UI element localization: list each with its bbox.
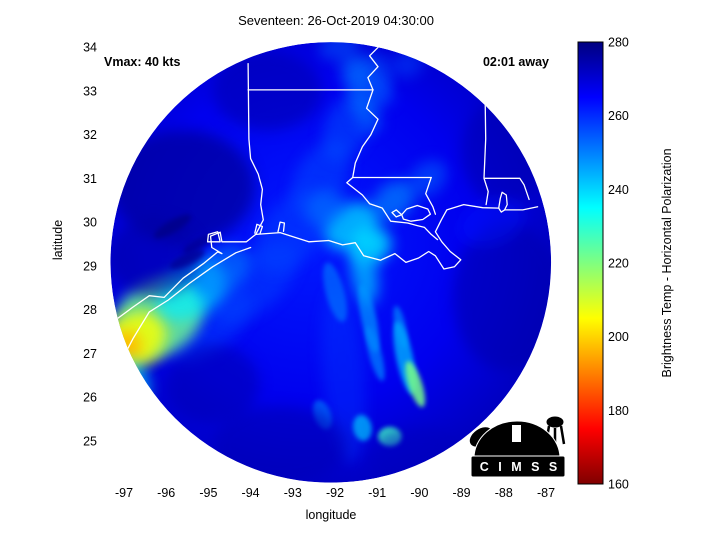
x-tick-label: -88	[495, 486, 513, 500]
x-tick-label: -87	[537, 486, 555, 500]
swath-heatmap	[110, 42, 552, 483]
y-tick-label: 25	[83, 435, 97, 449]
colorbar-tick-label: 180	[608, 404, 629, 418]
cimss-logo: C I M S S	[468, 415, 566, 478]
swath-feature	[350, 244, 379, 305]
swath-feature	[153, 214, 192, 239]
swath-feature	[365, 325, 385, 382]
coastlines	[110, 42, 539, 483]
colorbar-tick-label: 220	[608, 257, 629, 271]
swath-feature	[323, 262, 347, 322]
coastline-al-fl-border	[484, 177, 530, 201]
coastline-galveston-bay	[206, 231, 221, 243]
colorbar-label: Brightness Temp - Horizontal Polarizatio…	[660, 148, 674, 377]
coastline-gulf-coast	[110, 203, 539, 483]
y-tick-label: 32	[83, 128, 97, 142]
swath-feature	[368, 427, 470, 483]
swath-feature	[405, 361, 426, 408]
coastline-pearl-river	[425, 176, 437, 215]
y-tick-label: 28	[83, 303, 97, 317]
swath-feature	[318, 42, 361, 61]
x-tick-label: -93	[284, 486, 302, 500]
swath-feature	[192, 244, 250, 296]
colorbar-gradient-bar	[577, 41, 604, 485]
colorbar-tick-label: 260	[608, 109, 629, 123]
y-tick-label: 30	[83, 216, 97, 230]
swath-feature	[340, 54, 372, 93]
swath-feature	[352, 414, 372, 441]
swath-feature	[182, 234, 213, 254]
x-tick-label: -95	[199, 486, 217, 500]
coastline-ms-al-border	[483, 72, 489, 206]
x-tick-label: -94	[242, 486, 260, 500]
swath-feature	[306, 190, 347, 228]
x-tick-label: -92	[326, 486, 344, 500]
y-axis-label: latitude	[51, 220, 65, 260]
swath-feature	[169, 249, 205, 269]
colorbar: 280 260 240 220 200 180 160	[577, 36, 629, 492]
coastline-tx-la-border	[247, 62, 264, 236]
y-tick-label: 27	[83, 347, 97, 361]
swath-feature	[408, 160, 447, 197]
observatory-slit	[512, 425, 521, 442]
swath-feature	[212, 51, 323, 131]
colorbar-tick-label: 280	[608, 36, 629, 50]
colorbar-tick-label: 200	[608, 330, 629, 344]
axis-ticks: 25 26 27 28 29 30 31 32 33 34 -97 -96 -95 -94 -93 -92 -9…	[83, 41, 555, 501]
y-tick-label: 33	[83, 84, 97, 98]
swath-feature	[461, 99, 546, 205]
coastline-mobile-bay	[498, 191, 508, 211]
x-tick-label: -91	[368, 486, 386, 500]
x-tick-label: -96	[157, 486, 175, 500]
x-tick-label: -89	[453, 486, 471, 500]
swath-feature	[321, 288, 366, 463]
swath-feature	[393, 305, 408, 349]
swath-feature	[110, 345, 123, 366]
swath-feature	[111, 130, 255, 244]
swath-feature	[369, 73, 394, 108]
swath-feature	[351, 92, 382, 134]
swath-feature	[453, 222, 552, 371]
logo-band	[470, 455, 566, 478]
colorbar-tick-label: 240	[608, 183, 629, 197]
eta-label: 02:01 away	[483, 55, 549, 69]
y-tick-label: 29	[83, 259, 97, 273]
y-tick-label: 26	[83, 391, 97, 405]
plot-title: Seventeen: 26-Oct-2019 04:30:00	[238, 13, 434, 28]
x-axis-label: longitude	[306, 508, 357, 522]
coastline-ms-river-south	[346, 89, 439, 241]
swath-feature	[166, 344, 260, 424]
coastline-calcasieu-lake	[277, 221, 286, 233]
colorbar-ticks: 280 260 240 220 200 180 160	[608, 36, 629, 492]
vmax-label: Vmax: 40 kts	[104, 55, 180, 69]
logo-text: C I M S S	[480, 460, 560, 474]
x-tick-label: -90	[410, 486, 428, 500]
y-tick-label: 31	[83, 172, 97, 186]
swath-feature	[212, 405, 348, 483]
swath-feature	[110, 217, 200, 297]
coastline-lake-maurepas	[391, 209, 403, 218]
colorbar-tick-label: 160	[608, 478, 629, 492]
x-tick-label: -97	[115, 486, 133, 500]
coastline-sabine-lake	[254, 223, 264, 235]
coastline-lake-pontchartrain	[401, 204, 432, 222]
y-tick-label: 34	[83, 41, 97, 55]
